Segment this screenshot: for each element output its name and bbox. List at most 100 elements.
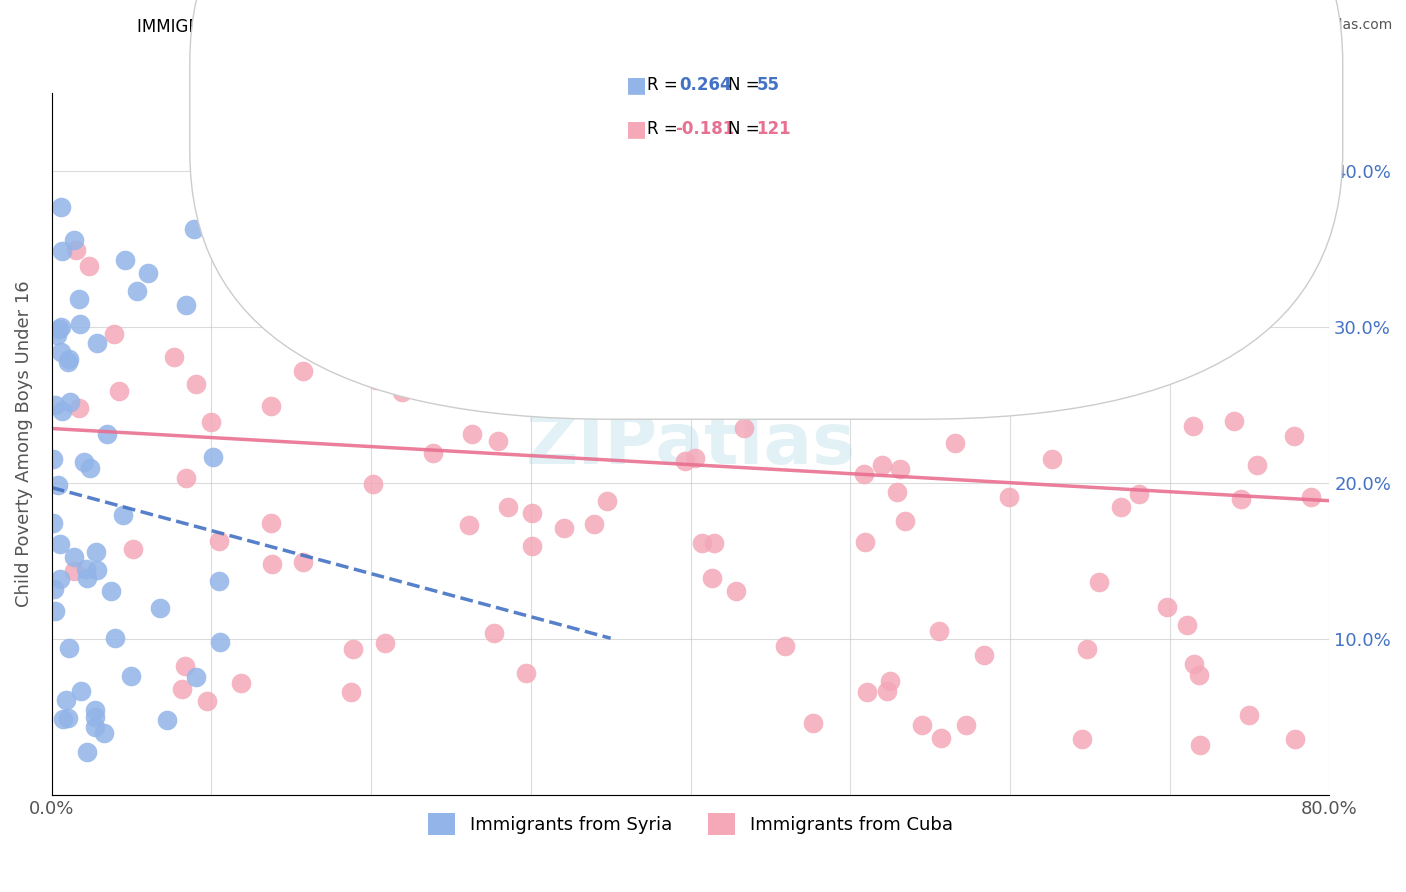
Point	[856, 685, 879, 699]
Point	[339, 684, 361, 698]
Point	[103, 327, 125, 342]
Point	[59, 394, 82, 409]
Point	[382, 193, 405, 207]
Point	[359, 250, 381, 264]
Point	[46, 478, 69, 492]
Point	[52, 712, 75, 726]
Point	[100, 584, 122, 599]
Point	[364, 373, 387, 387]
Point	[1076, 641, 1098, 656]
Point	[457, 518, 479, 533]
Point	[45, 328, 67, 343]
Point	[1223, 414, 1246, 428]
Point	[749, 326, 772, 341]
Point	[84, 703, 107, 717]
Point	[77, 260, 100, 274]
Point	[292, 555, 315, 569]
Point	[44, 398, 66, 412]
Point	[467, 342, 489, 356]
Text: IMMIGRANTS FROM SYRIA VS IMMIGRANTS FROM CUBA CHILD POVERTY AMONG BOYS UNDER 16 : IMMIGRANTS FROM SYRIA VS IMMIGRANTS FROM…	[138, 18, 1128, 36]
Point	[855, 351, 877, 365]
Point	[58, 351, 80, 366]
Point	[96, 427, 118, 442]
Point	[93, 726, 115, 740]
Point	[184, 670, 207, 684]
Point	[801, 715, 824, 730]
Point	[1271, 229, 1294, 244]
Text: R =: R =	[647, 120, 683, 138]
Text: N =: N =	[728, 76, 765, 94]
Text: 121: 121	[756, 120, 792, 138]
Text: N =: N =	[728, 120, 765, 138]
Point	[49, 344, 72, 359]
Point	[1059, 290, 1081, 304]
Point	[1202, 321, 1225, 335]
Point	[1188, 738, 1211, 752]
Point	[44, 604, 66, 618]
Point	[1088, 233, 1111, 247]
Point	[208, 634, 231, 648]
Point	[756, 308, 779, 322]
Point	[886, 484, 908, 499]
Point	[55, 693, 77, 707]
Text: ■: ■	[626, 75, 647, 95]
Point	[852, 467, 875, 482]
Point	[855, 535, 877, 549]
Point	[70, 684, 93, 698]
Point	[1192, 240, 1215, 254]
Point	[1182, 657, 1205, 671]
Point	[1163, 364, 1185, 378]
Point	[520, 507, 543, 521]
Point	[1142, 237, 1164, 252]
Point	[51, 200, 73, 214]
Point	[998, 490, 1021, 504]
Point	[1070, 732, 1092, 747]
Point	[1239, 708, 1261, 723]
Point	[76, 745, 98, 759]
Point	[86, 335, 108, 350]
Point	[461, 427, 484, 442]
Point	[163, 350, 186, 364]
Point	[773, 639, 796, 653]
Point	[1128, 487, 1150, 501]
Point	[42, 451, 65, 466]
Point	[63, 564, 86, 578]
Point	[75, 562, 97, 576]
Point	[79, 461, 101, 475]
Text: 55: 55	[756, 76, 779, 94]
Point	[58, 640, 80, 655]
Point	[277, 297, 299, 311]
Y-axis label: Child Poverty Among Boys Under 16: Child Poverty Among Boys Under 16	[15, 281, 32, 607]
Point	[1187, 265, 1209, 279]
Point	[496, 500, 519, 514]
Point	[973, 648, 995, 663]
Point	[1182, 418, 1205, 433]
Point	[825, 360, 848, 375]
Point	[200, 415, 222, 429]
Point	[911, 717, 934, 731]
Point	[174, 470, 197, 484]
Point	[120, 669, 142, 683]
Point	[361, 286, 384, 301]
Point	[929, 731, 952, 745]
Text: ■: ■	[626, 120, 647, 139]
Point	[943, 436, 966, 450]
Point	[292, 364, 315, 378]
Point	[515, 666, 537, 681]
Point	[112, 508, 135, 522]
Point	[156, 713, 179, 727]
Point	[703, 536, 725, 550]
Point	[108, 384, 131, 398]
Point	[1175, 617, 1198, 632]
Point	[374, 636, 396, 650]
Point	[84, 721, 107, 735]
Point	[58, 711, 80, 725]
Point	[464, 218, 486, 232]
Point	[553, 521, 575, 535]
Point	[356, 255, 378, 269]
Point	[422, 446, 444, 460]
Point	[520, 539, 543, 553]
Point	[104, 631, 127, 645]
Point	[65, 243, 87, 257]
Point	[733, 421, 755, 435]
